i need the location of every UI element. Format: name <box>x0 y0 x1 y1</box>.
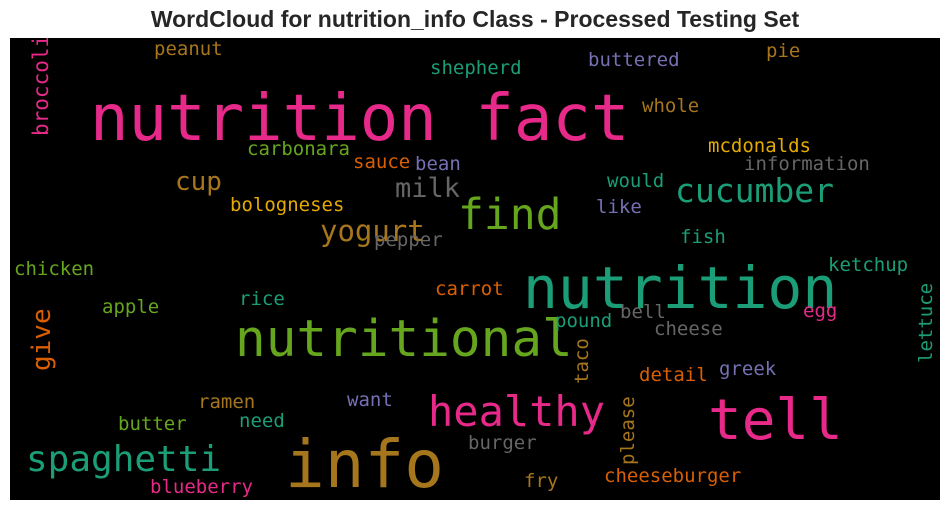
word-burger: burger <box>468 432 537 454</box>
word-please: please <box>617 396 639 465</box>
word-nutritional: nutritional <box>235 310 573 369</box>
wordcloud-canvas: nutrition fact info nutrition nutritional te… <box>10 38 940 500</box>
word-fish: fish <box>680 226 726 248</box>
word-need: need <box>239 410 285 432</box>
word-lettuce: lettuce <box>915 283 937 363</box>
word-detail: detail <box>639 364 708 386</box>
word-buttered: buttered <box>588 49 680 71</box>
word-cheeseburger: cheeseburger <box>604 465 741 487</box>
word-carbonara: carbonara <box>247 138 350 160</box>
word-blueberry: blueberry <box>150 476 253 498</box>
word-pound: pound <box>555 310 612 332</box>
word-pie: pie <box>766 40 800 62</box>
word-info: info <box>285 426 444 500</box>
word-spaghetti: spaghetti <box>26 439 221 480</box>
word-bell: bell <box>620 301 666 323</box>
word-nutrition-fact: nutrition fact <box>90 82 629 156</box>
word-tell: tell <box>708 388 843 453</box>
word-bean: bean <box>415 153 461 175</box>
word-yogurt: yogurt <box>320 214 425 248</box>
word-healthy: healthy <box>428 387 605 436</box>
word-taco: taco <box>571 338 593 384</box>
word-cucumber: cucumber <box>675 171 834 210</box>
word-give: give <box>27 308 57 371</box>
word-whole: whole <box>642 95 699 117</box>
word-cheese: cheese <box>654 318 723 340</box>
word-greek: greek <box>719 358 777 380</box>
word-butter: butter <box>118 413 187 435</box>
word-ramen: ramen <box>198 391 255 413</box>
word-egg: egg <box>803 300 837 322</box>
word-find: find <box>458 190 562 240</box>
chart-title: WordCloud for nutrition_info Class - Pro… <box>150 6 800 32</box>
word-want: want <box>347 389 393 411</box>
word-ketchup: ketchup <box>828 254 908 276</box>
word-fry: fry <box>524 470 558 492</box>
word-like: like <box>596 196 642 218</box>
word-information: information <box>744 153 870 175</box>
word-would: would <box>607 170 664 192</box>
word-chicken: chicken <box>14 258 94 280</box>
word-broccoli: broccoli <box>29 38 53 136</box>
word-carrot: carrot <box>435 278 504 300</box>
word-peanut: peanut <box>154 38 223 60</box>
word-pepper: pepper <box>374 229 443 251</box>
word-apple: apple <box>102 296 159 318</box>
word-shepherd: shepherd <box>430 57 522 79</box>
word-sauce: sauce <box>353 151 410 173</box>
word-bologneses: bologneses <box>230 194 344 216</box>
word-rice: rice <box>239 288 285 310</box>
word-nutrition: nutrition <box>523 254 837 322</box>
word-milk: milk <box>395 173 460 204</box>
word-cup: cup <box>175 167 222 197</box>
word-mcdonalds: mcdonalds <box>708 135 811 157</box>
